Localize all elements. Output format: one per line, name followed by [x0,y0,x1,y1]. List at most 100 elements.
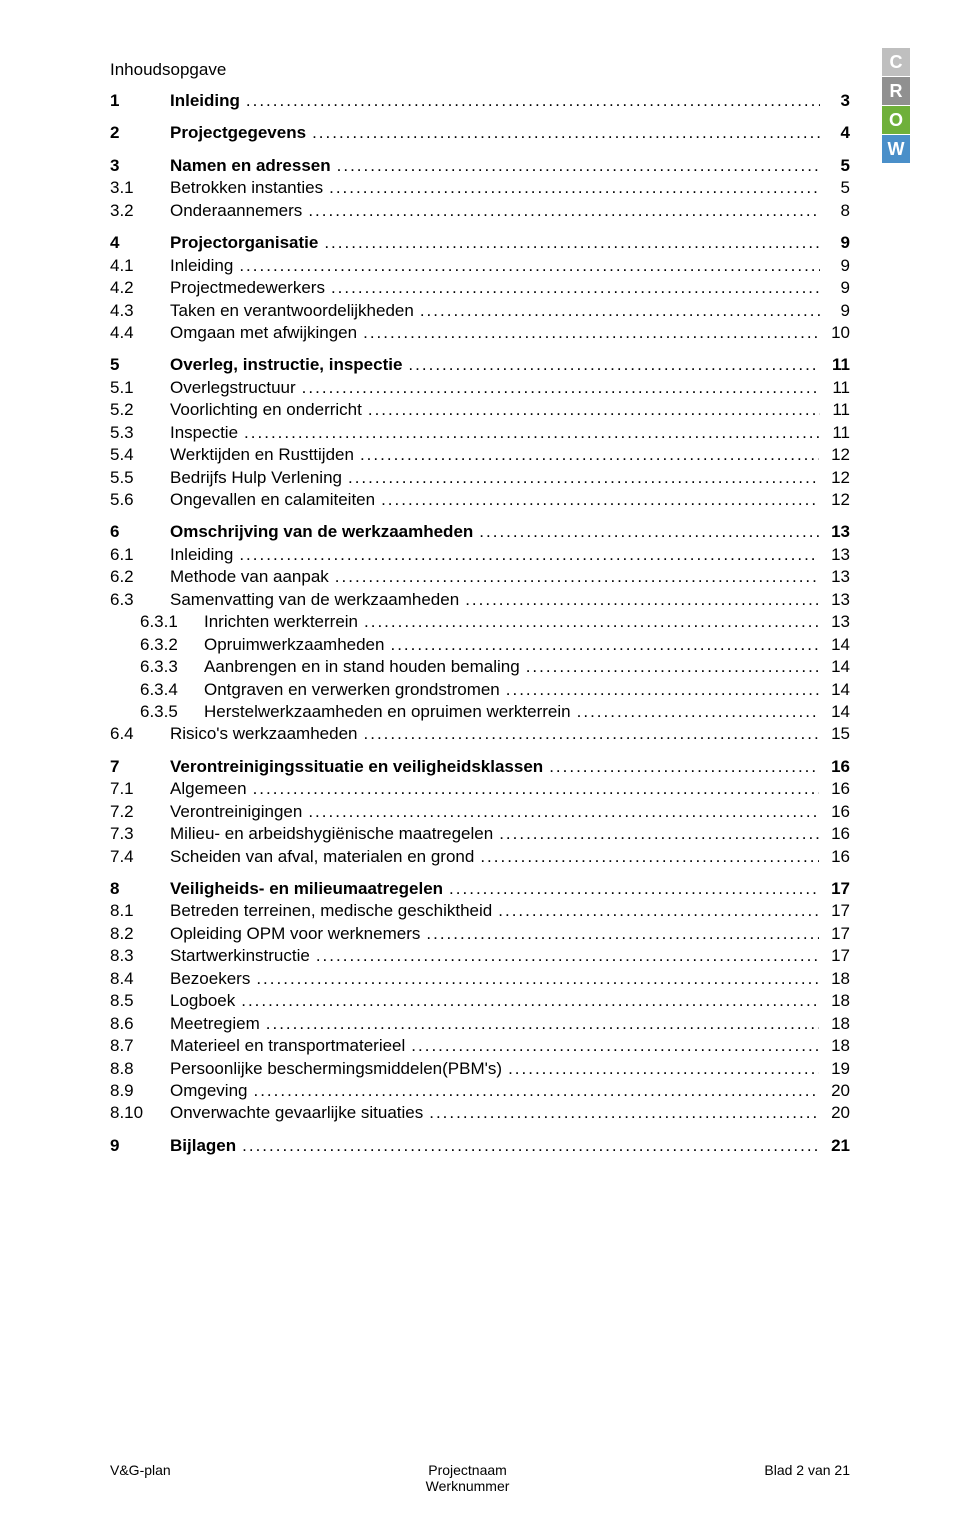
toc-label: Risico's werkzaamheden [170,723,358,745]
toc-page-number: 12 [825,467,850,489]
toc-label: Verontreinigingen [170,801,302,823]
toc-row: 4.4Omgaan met afwijkingen10 [110,322,850,344]
toc-leader [549,756,819,778]
toc-leader [253,778,820,800]
logo-letter-c: C [882,48,910,76]
toc-page-number: 11 [826,399,850,421]
toc-page-number: 9 [826,255,850,277]
footer-center-line2: Werknummer [426,1478,510,1494]
toc-label: Inleiding [170,544,233,566]
toc-leader [308,801,819,823]
toc-label: Onverwachte gevaarlijke situaties [170,1102,423,1124]
toc-row: 4.2Projectmedewerkers9 [110,277,850,299]
toc-row: 5.6Ongevallen en calamiteiten12 [110,489,850,511]
toc-number: 6.1 [110,544,170,566]
toc-number: 4.4 [110,322,170,344]
toc-number: 7.3 [110,823,170,845]
toc-container: 1Inleiding32Projectgegevens43Namen en ad… [110,90,850,1157]
toc-row: 6.3Samenvatting van de werkzaamheden13 [110,589,850,611]
toc-row: 8Veiligheids- en milieumaatregelen17 [110,878,850,900]
toc-leader [479,521,819,543]
footer-right: Blad 2 van 21 [764,1462,850,1494]
toc-label: Overleg, instructie, inspectie [170,354,402,376]
toc-leader [246,90,820,112]
toc-leader [420,300,820,322]
toc-page-number: 13 [825,589,850,611]
toc-page-number: 16 [825,846,850,868]
toc-number: 6.3.2 [140,634,204,656]
toc-row: 8.8Persoonlijke beschermingsmiddelen(PBM… [110,1058,850,1080]
toc-row: 1Inleiding3 [110,90,850,112]
toc-page-number: 8 [826,200,850,222]
toc-page-number: 9 [826,277,850,299]
toc-row: 4.3Taken en verantwoordelijkheden9 [110,300,850,322]
toc-row: 8.3Startwerkinstructie17 [110,945,850,967]
toc-label: Betrokken instanties [170,177,323,199]
toc-label: Veiligheids- en milieumaatregelen [170,878,443,900]
toc-row: 3Namen en adressen5 [110,155,850,177]
toc-page-number: 14 [825,701,850,723]
toc-leader [253,1080,819,1102]
toc-number: 8 [110,878,170,900]
toc-row: 8.1Betreden terreinen, medische geschikt… [110,900,850,922]
toc-page-number: 14 [825,634,850,656]
toc-page-number: 21 [825,1135,850,1157]
toc-page-number: 9 [826,300,850,322]
toc-number: 7.1 [110,778,170,800]
toc-page-number: 17 [825,923,850,945]
toc-leader [348,467,819,489]
toc-number: 8.5 [110,990,170,1012]
toc-leader [390,634,819,656]
toc-number: 5.3 [110,422,170,444]
toc-number: 8.10 [110,1102,170,1124]
toc-number: 7.4 [110,846,170,868]
toc-number: 4 [110,232,170,254]
toc-label: Projectmedewerkers [170,277,325,299]
toc-leader [256,968,819,990]
toc-label: Inspectie [170,422,238,444]
logo-letter-r: R [882,77,910,105]
toc-page-number: 11 [826,377,850,399]
toc-label: Opruimwerkzaamheden [204,634,384,656]
toc-page-number: 16 [825,801,850,823]
page-footer: V&G-plan Projectnaam Werknummer Blad 2 v… [110,1462,850,1494]
toc-leader [360,444,819,466]
toc-label: Scheiden van afval, materialen en grond [170,846,474,868]
toc-label: Bedrijfs Hulp Verlening [170,467,342,489]
toc-number: 5.4 [110,444,170,466]
toc-row: 6.3.5Herstelwerkzaamheden en opruimen we… [110,701,850,723]
toc-row: 8.6Meetregiem18 [110,1013,850,1035]
toc-page-number: 20 [825,1102,850,1124]
toc-leader [381,489,819,511]
toc-label: Omgaan met afwijkingen [170,322,357,344]
toc-leader [526,656,819,678]
toc-leader [411,1035,819,1057]
toc-label: Inleiding [170,255,233,277]
toc-label: Logboek [170,990,235,1012]
toc-page-number: 13 [825,544,850,566]
logo-letter-w: W [882,135,910,163]
toc-label: Voorlichting en onderricht [170,399,362,421]
toc-page-number: 13 [825,611,850,633]
toc-row: 8.2Opleiding OPM voor werknemers17 [110,923,850,945]
toc-heading: Inhoudsopgave [110,60,850,80]
toc-page-number: 13 [825,521,850,543]
toc-row: 4.1Inleiding9 [110,255,850,277]
toc-row: 3.2Onderaannemers8 [110,200,850,222]
toc-row: 4Projectorganisatie9 [110,232,850,254]
toc-row: 5.5Bedrijfs Hulp Verlening12 [110,467,850,489]
toc-number: 5.2 [110,399,170,421]
toc-row: 9Bijlagen21 [110,1135,850,1157]
toc-number: 9 [110,1135,170,1157]
toc-number: 6.3.3 [140,656,204,678]
toc-leader [577,701,819,723]
toc-page-number: 15 [825,723,850,745]
toc-leader [364,723,820,745]
toc-row: 7.3Milieu- en arbeidshygiënische maatreg… [110,823,850,845]
toc-leader [368,399,820,421]
toc-page-number: 5 [826,155,850,177]
toc-leader [308,200,820,222]
toc-page-number: 19 [825,1058,850,1080]
toc-leader [266,1013,819,1035]
toc-number: 7 [110,756,170,778]
